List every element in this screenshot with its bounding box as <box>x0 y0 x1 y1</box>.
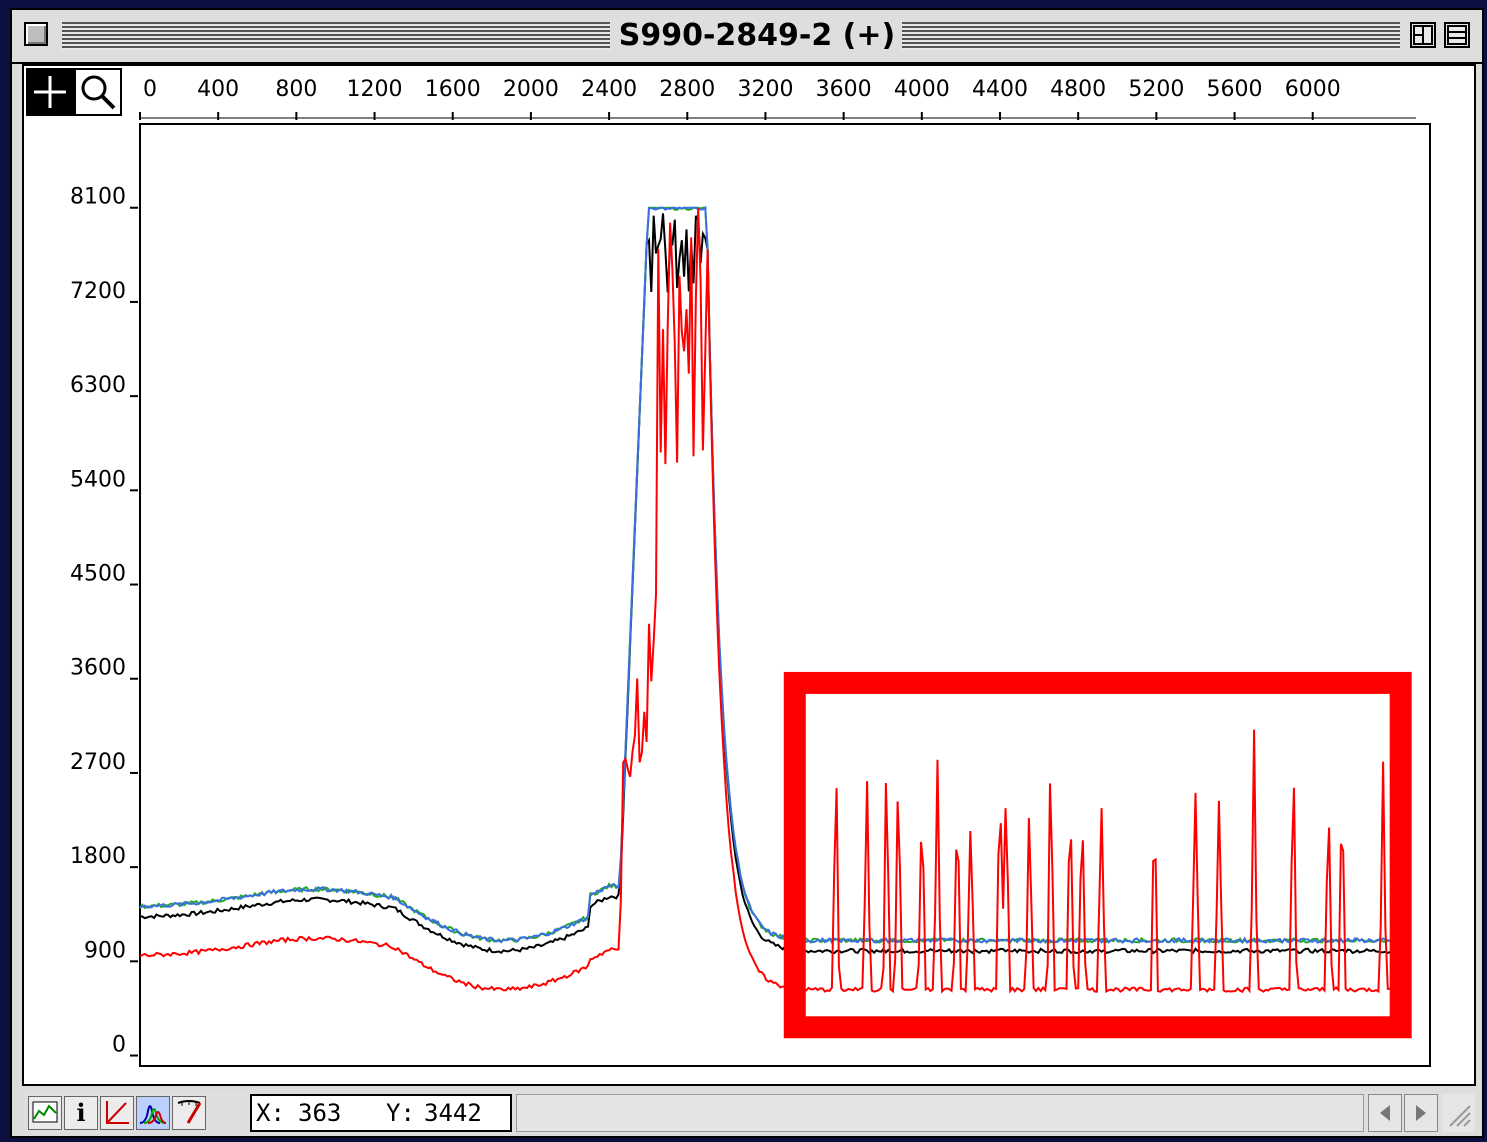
resize-grip-icon[interactable] <box>1442 1094 1474 1132</box>
x-coord-label: X: <box>256 1099 285 1127</box>
crosshair-tool-button[interactable] <box>26 68 74 116</box>
cursor-coordinates: X: 363 Y: 3442 <box>250 1094 512 1132</box>
y-coord-value: 3442 <box>424 1099 482 1127</box>
y-tick-label: 900 <box>84 938 126 963</box>
x-tick-label: 400 <box>197 77 239 102</box>
y-tick-label: 7200 <box>70 279 126 304</box>
measure-tool-icon[interactable] <box>172 1096 206 1130</box>
x-tick-label: 4000 <box>894 77 950 102</box>
y-tick-label: 2700 <box>70 750 126 775</box>
spectrum-chart[interactable]: 0 400 800 1200 1600 2000 2400 2800 3200 3600 4000 4… <box>24 66 1474 1084</box>
spectrum-window: S990-2849-2 (+) 0 400 800 1200 1600 2000 2400 2… <box>10 8 1484 1138</box>
x-coord-value: 363 <box>298 1099 342 1127</box>
x-tick-label: 0 <box>143 77 157 102</box>
x-tick-label: 4400 <box>972 77 1028 102</box>
scroll-left-icon[interactable] <box>1368 1094 1402 1132</box>
y-tick-label: 8100 <box>70 185 126 210</box>
info-icon[interactable]: i <box>64 1096 98 1130</box>
zoom-box-icon[interactable] <box>1410 22 1436 48</box>
title-stripes-right <box>902 22 1400 50</box>
x-tick-label: 4800 <box>1050 77 1106 102</box>
series-line-blue <box>140 205 1410 945</box>
x-tick-label: 800 <box>275 77 317 102</box>
crosshair-icon <box>34 76 66 108</box>
series-line-red <box>139 208 1410 994</box>
x-tick-label: 5600 <box>1207 77 1263 102</box>
x-tick-label: 5200 <box>1128 77 1184 102</box>
x-tick-label: 3200 <box>737 77 793 102</box>
x-tick-label: 2800 <box>659 77 715 102</box>
x-tick-label: 6000 <box>1285 77 1341 102</box>
x-tick-label: 1200 <box>347 77 403 102</box>
collapse-box-icon[interactable] <box>1444 22 1470 48</box>
x-tick-label: 2400 <box>581 77 637 102</box>
y-tick-label: 0 <box>112 1033 126 1058</box>
y-tick-label: 4500 <box>70 562 126 587</box>
series-line-black <box>139 213 1410 955</box>
chart-view-icon[interactable] <box>28 1096 62 1130</box>
title-bar[interactable]: S990-2849-2 (+) <box>12 10 1482 64</box>
highlight-box <box>783 671 1412 1039</box>
status-bar: i X: 363 Y: 3442 <box>22 1092 1476 1134</box>
y-coord-label: Y: <box>386 1099 415 1127</box>
y-tick-label: 1800 <box>70 844 126 869</box>
horizontal-scrollbar[interactable] <box>516 1094 1364 1132</box>
x-tick-label: 1600 <box>425 77 481 102</box>
axis-tool-icon[interactable] <box>100 1096 134 1130</box>
title-stripes-left <box>62 22 610 50</box>
x-tick-label: 2000 <box>503 77 559 102</box>
y-tick-label: 6300 <box>70 373 126 398</box>
y-tick-label: 3600 <box>70 656 126 681</box>
graph-area[interactable]: 0 400 800 1200 1600 2000 2400 2800 3200 3600 4000 4… <box>22 64 1476 1086</box>
peaks-icon[interactable] <box>136 1096 170 1130</box>
magnifier-icon <box>81 75 116 110</box>
window-title: S990-2849-2 (+) <box>612 16 902 56</box>
x-tick-label: 3600 <box>816 77 872 102</box>
scroll-right-icon[interactable] <box>1404 1094 1438 1132</box>
zoom-tool-button[interactable] <box>74 68 122 116</box>
y-tick-label: 5400 <box>70 467 126 492</box>
close-box-icon[interactable] <box>24 22 48 46</box>
